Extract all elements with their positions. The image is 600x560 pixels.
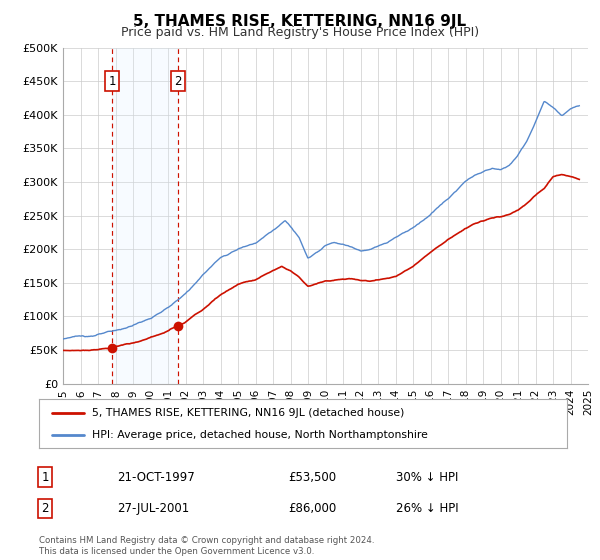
Text: 2: 2 xyxy=(41,502,49,515)
Text: 2: 2 xyxy=(174,74,181,88)
Text: Contains HM Land Registry data © Crown copyright and database right 2024.
This d: Contains HM Land Registry data © Crown c… xyxy=(39,536,374,556)
Text: 5, THAMES RISE, KETTERING, NN16 9JL (detached house): 5, THAMES RISE, KETTERING, NN16 9JL (det… xyxy=(92,408,404,418)
Text: £86,000: £86,000 xyxy=(288,502,336,515)
Text: 27-JUL-2001: 27-JUL-2001 xyxy=(117,502,189,515)
Text: Price paid vs. HM Land Registry's House Price Index (HPI): Price paid vs. HM Land Registry's House … xyxy=(121,26,479,39)
Text: HPI: Average price, detached house, North Northamptonshire: HPI: Average price, detached house, Nort… xyxy=(92,430,428,440)
Text: £53,500: £53,500 xyxy=(288,470,336,484)
Text: 5, THAMES RISE, KETTERING, NN16 9JL: 5, THAMES RISE, KETTERING, NN16 9JL xyxy=(133,14,467,29)
Text: 30% ↓ HPI: 30% ↓ HPI xyxy=(396,470,458,484)
Text: 21-OCT-1997: 21-OCT-1997 xyxy=(117,470,195,484)
Bar xyxy=(112,48,178,384)
Text: 1: 1 xyxy=(41,470,49,484)
Text: 26% ↓ HPI: 26% ↓ HPI xyxy=(396,502,458,515)
Text: 1: 1 xyxy=(108,74,116,88)
